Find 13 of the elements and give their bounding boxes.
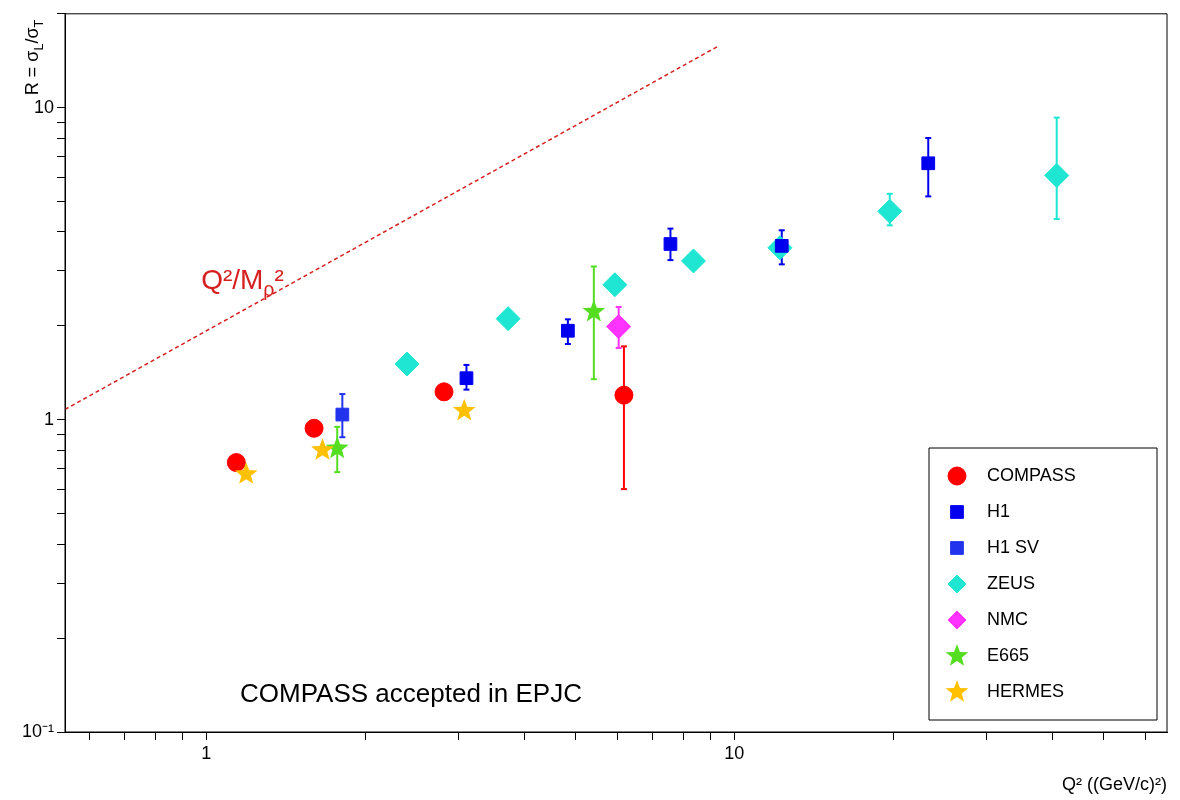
legend-label: E665: [987, 644, 1030, 665]
legend-label: ZEUS: [987, 572, 1036, 593]
x-axis-title: Q² ((GeV/c)²): [1062, 774, 1168, 794]
annotation: COMPASS accepted in EPJC: [240, 678, 582, 708]
legend-label: H1: [987, 500, 1011, 521]
y-tick-label: 1: [43, 408, 54, 429]
legend-label: HERMES: [987, 680, 1065, 701]
y-tick-label: 10⁻¹: [21, 720, 55, 741]
legend-label: NMC: [987, 608, 1028, 629]
legend-label: COMPASS: [987, 464, 1076, 485]
y-axis-title: R = σL/σT: [22, 19, 46, 96]
y-tick-label: 10: [33, 96, 54, 117]
legend-label: H1 SV: [987, 536, 1040, 557]
